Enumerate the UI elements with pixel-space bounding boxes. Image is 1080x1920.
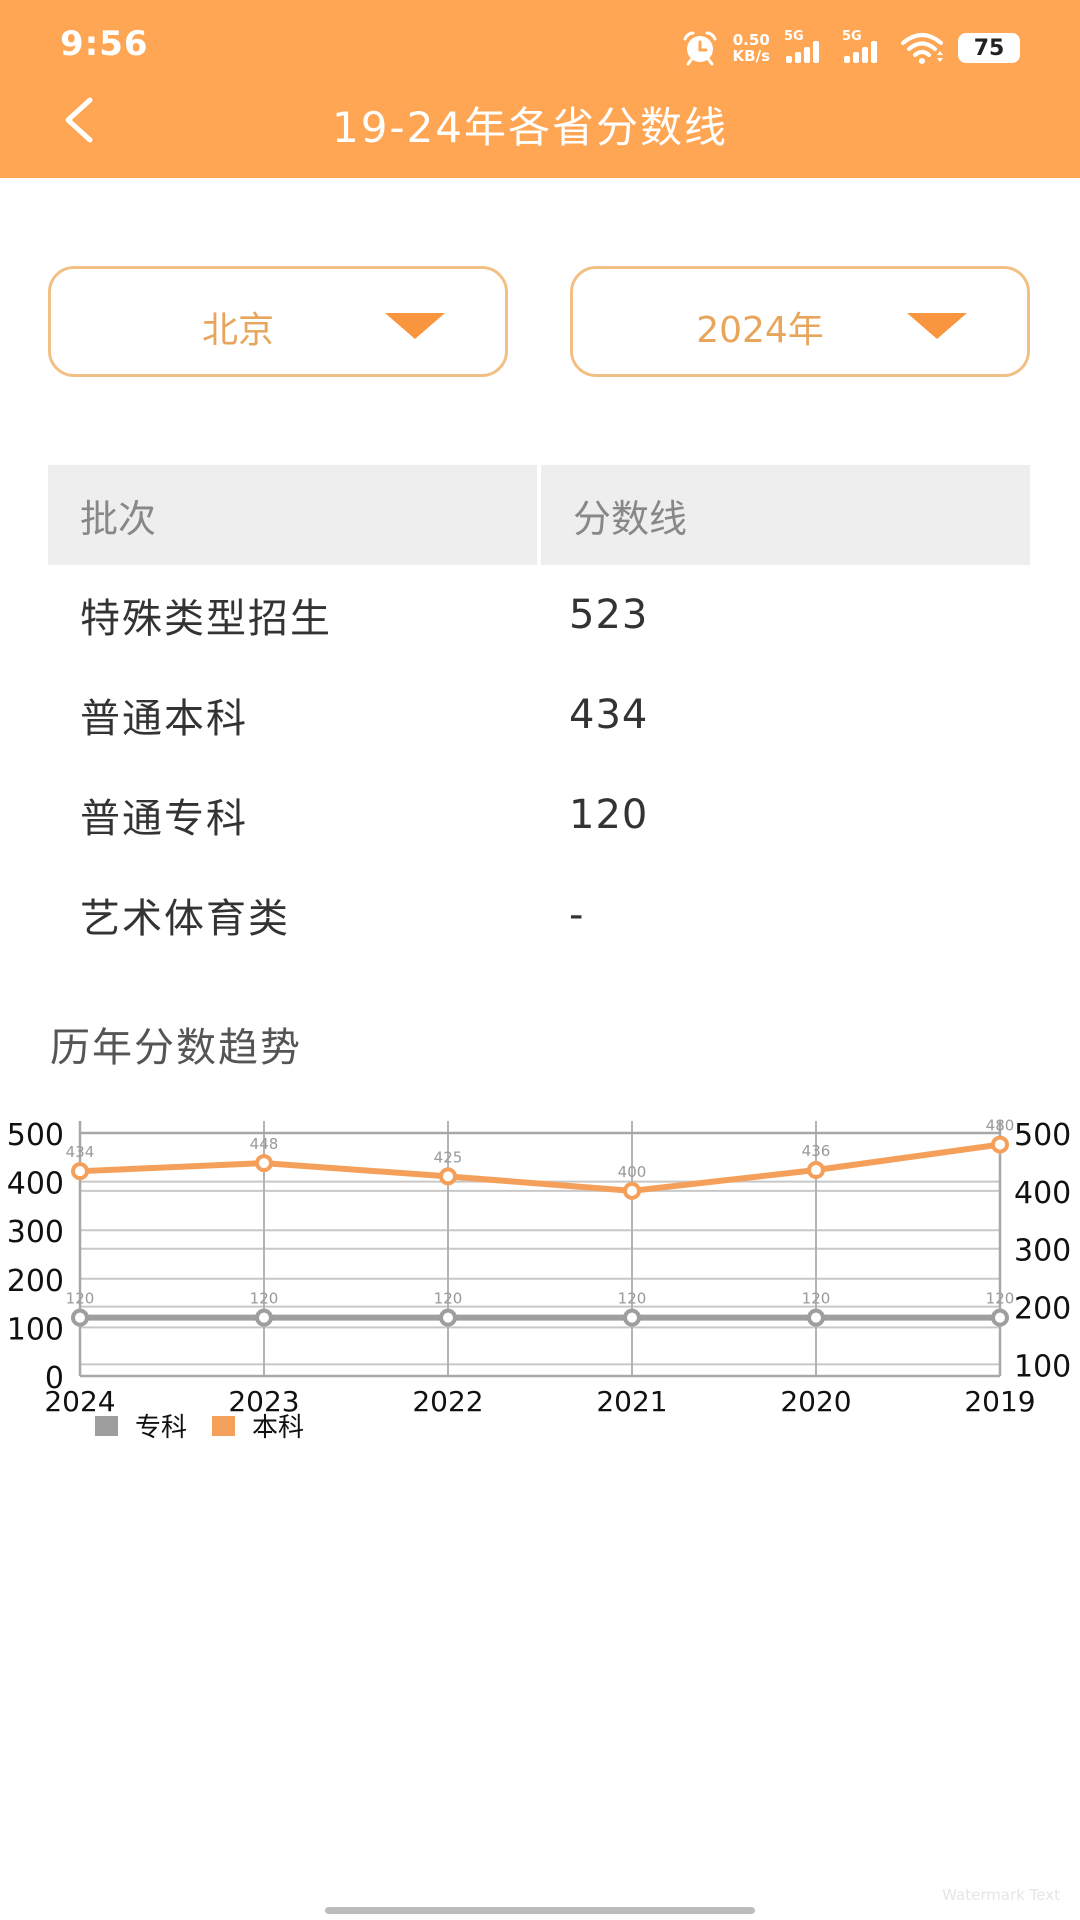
watermark: Watermark Text — [942, 1886, 1060, 1904]
status-time: 9:56 — [60, 24, 149, 64]
score-table: 批次 分数线 特殊类型招生 523 普通本科 434 普通专科 120 艺术体育… — [48, 465, 1030, 965]
data-point[interactable] — [439, 1167, 457, 1186]
data-point[interactable] — [623, 1181, 641, 1200]
signal-5g-icon: 5G — [842, 29, 886, 65]
table-row: 特殊类型招生 523 — [48, 565, 1030, 665]
data-label: 425 — [434, 1148, 463, 1166]
signal-5g-icon: 5G — [784, 29, 828, 65]
data-label: 448 — [250, 1135, 279, 1153]
data-label: 120 — [802, 1290, 831, 1308]
data-point[interactable] — [255, 1308, 273, 1327]
x-axis-tick: 2020 — [780, 1385, 851, 1418]
chevron-left-icon — [65, 97, 93, 143]
x-axis-tick: 2023 — [228, 1385, 299, 1418]
data-point[interactable] — [71, 1162, 89, 1181]
x-axis-tick: 2022 — [412, 1385, 483, 1418]
right-axis-tick: 200 — [1014, 1292, 1071, 1327]
data-point[interactable] — [439, 1308, 457, 1327]
legend-swatch — [212, 1416, 235, 1436]
right-axis-tick: 300 — [1014, 1234, 1071, 1269]
trend-chart: 0 100 200 300 400 500 100 200 300 400 500 2024 2023 2… — [7, 1117, 1072, 1443]
left-axis-tick: 400 — [7, 1167, 64, 1202]
legend-swatch — [95, 1416, 118, 1436]
left-axis-tick: 200 — [7, 1264, 64, 1299]
x-axis-tick: 2019 — [964, 1385, 1035, 1418]
data-point[interactable] — [71, 1308, 89, 1327]
series-line — [79, 1141, 1001, 1194]
left-axis-tick: 0 — [45, 1361, 64, 1396]
table-row: 普通专科 120 — [48, 765, 1030, 865]
back-button[interactable] — [50, 88, 110, 152]
data-point[interactable] — [807, 1308, 825, 1327]
data-point[interactable] — [991, 1135, 1009, 1154]
batch-cell: 普通专科 — [80, 796, 248, 842]
data-label: 120 — [250, 1290, 279, 1308]
legend-label[interactable]: 专科 — [135, 1413, 187, 1443]
province-value: 北京 — [201, 310, 274, 351]
status-icons: 0.50 KB/s 5G 5G 75 — [681, 28, 1020, 68]
data-label: 120 — [618, 1290, 647, 1308]
data-point[interactable] — [255, 1154, 273, 1173]
right-axis-tick: 500 — [1014, 1118, 1071, 1153]
left-axis-tick: 100 — [7, 1312, 64, 1347]
caret-down-icon — [385, 313, 445, 339]
app-bar: 9:56 0.50 KB/s 5G 5G 75 — [0, 0, 1080, 178]
data-label: 120 — [986, 1290, 1015, 1308]
province-dropdown[interactable]: 北京 — [48, 266, 508, 377]
column-header-score: 分数线 — [541, 465, 1030, 565]
caret-down-icon — [907, 313, 967, 339]
column-header-batch: 批次 — [48, 465, 537, 565]
batch-cell: 特殊类型招生 — [80, 596, 332, 642]
year-value: 2024年 — [696, 310, 824, 351]
data-label: 480 — [986, 1117, 1015, 1135]
data-point[interactable] — [807, 1161, 825, 1180]
score-cell: - — [569, 892, 585, 938]
data-point[interactable] — [991, 1308, 1009, 1327]
table-row: 普通本科 434 — [48, 665, 1030, 765]
page-title: 19-24年各省分数线 — [331, 103, 729, 152]
table-header: 批次 分数线 — [48, 465, 1030, 565]
alarm-icon — [683, 31, 717, 66]
data-label: 120 — [434, 1290, 463, 1308]
trend-title: 历年分数趋势 — [50, 1025, 302, 1071]
left-axis-tick: 300 — [7, 1215, 64, 1250]
table-row: 艺术体育类 - — [48, 865, 1030, 965]
score-cell: 523 — [569, 592, 649, 638]
score-cell: 434 — [569, 692, 649, 738]
data-label: 120 — [66, 1290, 95, 1308]
battery-icon: 75 — [958, 33, 1020, 63]
wifi-icon — [901, 33, 943, 64]
score-cell: 120 — [569, 792, 649, 838]
right-axis-tick: 400 — [1014, 1176, 1071, 1211]
x-axis-tick: 2021 — [596, 1385, 667, 1418]
batch-cell: 艺术体育类 — [80, 896, 290, 942]
batch-cell: 普通本科 — [80, 696, 248, 742]
x-axis-tick: 2024 — [44, 1385, 115, 1418]
data-point[interactable] — [623, 1308, 641, 1327]
network-speed: 0.50 KB/s — [732, 31, 770, 65]
home-indicator[interactable] — [325, 1907, 755, 1914]
year-dropdown[interactable]: 2024年 — [570, 266, 1030, 377]
legend-label[interactable]: 本科 — [252, 1413, 304, 1443]
data-label: 400 — [618, 1163, 647, 1181]
right-axis-tick: 100 — [1014, 1349, 1071, 1384]
left-axis-tick: 500 — [7, 1118, 64, 1153]
data-label: 434 — [66, 1143, 95, 1161]
data-label: 436 — [802, 1142, 831, 1160]
